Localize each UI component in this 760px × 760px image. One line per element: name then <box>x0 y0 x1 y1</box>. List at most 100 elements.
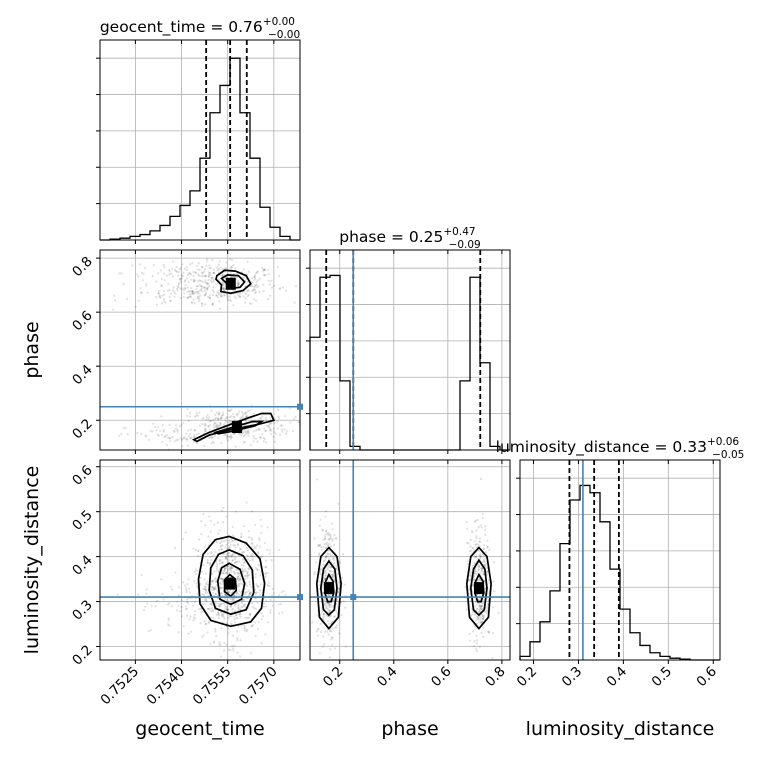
scatter-point-r2c1-680 <box>488 581 491 584</box>
scatter-point-r2c1-466 <box>479 554 482 558</box>
scatter-point-r2c0-758 <box>223 649 226 652</box>
scatter-point-r2c0-273 <box>250 542 253 545</box>
scatter-point-r1c0-483 <box>200 301 203 305</box>
scatter-point-r2c1-579 <box>471 611 474 614</box>
scatter-point-r2c1-557 <box>476 603 479 606</box>
scatter-point-r1c0-741 <box>261 415 264 418</box>
scatter-point-r2c0-338 <box>246 616 249 620</box>
scatter-point-r2c0-286 <box>266 571 269 575</box>
scatter-point-r1c0-358 <box>207 271 211 274</box>
scatter-point-r2c0-448 <box>230 608 233 611</box>
scatter-point-r2c0-751 <box>221 578 224 581</box>
grid-r2c0 <box>100 460 300 660</box>
scatter-point-r2c0-271 <box>259 589 262 592</box>
scatter-point-r2c1-742 <box>476 608 479 611</box>
scatter-point-r1c0-872 <box>122 426 125 429</box>
scatter-point-r2c1-445 <box>479 557 482 560</box>
scatter-point-r1c0-200 <box>225 261 228 264</box>
scatter-point-r2c1-56 <box>323 598 326 602</box>
scatter-point-r2c0-293 <box>227 565 230 568</box>
scatter-point-r2c0-641 <box>242 570 245 573</box>
scatter-point-r1c0-192 <box>222 287 225 290</box>
scatter-point-r1c0-234 <box>221 274 224 277</box>
scatter-point-r1c0-380 <box>187 281 190 284</box>
scatter-point-r2c1-675 <box>478 540 481 543</box>
scatter-point-r1c0-519 <box>196 414 199 417</box>
scatter-point-r2c0-477 <box>255 591 258 594</box>
scatter-point-r1c0-475 <box>197 300 201 303</box>
scatter-point-r2c0-43 <box>194 548 197 552</box>
scatter-point-r1c0-321 <box>217 267 220 270</box>
scatter-point-r1c0-461 <box>156 303 159 306</box>
scatter-point-r2c0-53 <box>219 577 223 581</box>
scatter-point-r2c1-726 <box>484 528 487 531</box>
scatter-point-r1c0-244 <box>155 280 158 283</box>
scatter-point-r2c0-196 <box>190 630 193 633</box>
scatter-point-r2c1-503 <box>481 620 484 623</box>
scatter-point-r1c0-719 <box>232 415 235 418</box>
scatter-point-r1c0-656 <box>264 416 267 419</box>
scatter-point-r1c0-708 <box>164 434 167 437</box>
scatter-point-r2c1-522 <box>482 548 485 551</box>
scatter-point-r2c0-214 <box>227 555 230 558</box>
scatter-point-r2c1-584 <box>478 537 482 540</box>
scatter-point-r1c0-355 <box>194 271 197 274</box>
scatter-point-r2c0-505 <box>211 580 214 583</box>
scatter-point-r2c1-88 <box>326 580 329 583</box>
scatter-point-r1c0-440 <box>229 299 232 303</box>
scatter-point-r2c1-624 <box>479 607 482 610</box>
scatter-point-r2c1-459 <box>484 563 487 567</box>
scatter-point-r2c0-484 <box>220 509 224 512</box>
scatter-point-r1c0-316 <box>163 279 166 282</box>
scatter-point-r1c0-407 <box>226 294 229 298</box>
scatter-point-r2c1-692 <box>477 526 480 529</box>
scatter-point-r1c0-352 <box>201 272 204 275</box>
scatter-point-r2c1-126 <box>333 577 336 580</box>
scatter-point-r2c0-429 <box>232 590 235 593</box>
scatter-point-r1c0-895 <box>195 433 198 436</box>
scatter-point-r1c0-390 <box>192 298 195 301</box>
scatter-point-r1c0-520 <box>263 438 266 441</box>
scatter-point-r2c0-590 <box>268 552 271 555</box>
scatter-point-r1c0-71 <box>254 291 257 295</box>
quantiles-phase <box>325 250 482 450</box>
scatter-point-r2c0-12 <box>253 621 256 624</box>
scatter-point-r2c1-687 <box>476 617 479 620</box>
scatter-point-r1c0-242 <box>247 294 250 297</box>
scatter-point-r2c1-467 <box>473 520 476 523</box>
scatter-point-r2c1-148 <box>325 571 328 575</box>
scatter-point-r1c0-340 <box>212 271 215 274</box>
scatter-point-r1c0-427 <box>189 295 193 298</box>
scatter-point-r1c0-285 <box>181 287 184 290</box>
scatter-point-r2c0-70 <box>269 611 272 614</box>
scatter-point-r2c0-683 <box>232 544 235 547</box>
scatter-point-r1c0-636 <box>189 415 192 418</box>
scatter-point-r1c0-538 <box>320 418 322 420</box>
scatter-point-r2c0-162 <box>235 602 238 605</box>
scatter-point-r1c0-789 <box>230 435 233 438</box>
scatter-point-r2c1-406 <box>482 573 485 576</box>
scatter-point-r2c0-412 <box>248 568 251 571</box>
scatter-point-r1c0-284 <box>165 274 168 277</box>
scatter-point-r2c1-75 <box>344 606 347 609</box>
scatter-point-r2c0-111 <box>244 569 247 573</box>
scatter-point-r1c0-221 <box>267 297 270 301</box>
scatter-point-r2c0-516 <box>243 624 246 627</box>
scatter-point-r1c0-584 <box>273 422 276 425</box>
scatter-point-r1c0-712 <box>293 417 296 420</box>
scatter-point-r1c0-146 <box>255 280 258 284</box>
scatter-point-r2c1-205 <box>333 647 337 650</box>
scatter-point-r2c0-551 <box>206 580 209 583</box>
scatter-point-r2c1-297 <box>330 573 333 576</box>
scatter-point-r1c0-813 <box>197 432 200 435</box>
scatter-point-r2c0-52 <box>248 536 251 539</box>
scatter-point-r1c0-94 <box>208 264 211 267</box>
scatter-point-r1c0-356 <box>192 278 195 281</box>
scatter-point-r2c0-34 <box>241 567 244 570</box>
scatter-point-r2c0-311 <box>211 554 214 557</box>
scatter-point-r2c0-612 <box>242 604 245 608</box>
scatter-point-r1c0-6 <box>200 280 203 283</box>
scatter-point-r1c0-93 <box>252 289 255 292</box>
scatter-point-r2c1-325 <box>340 601 343 604</box>
contours-r1c0 <box>191 269 275 443</box>
